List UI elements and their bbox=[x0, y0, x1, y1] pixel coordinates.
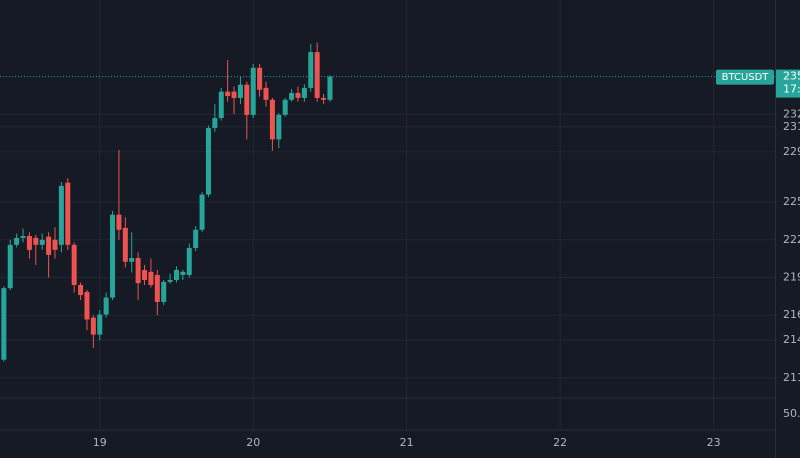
candle-body bbox=[46, 236, 52, 255]
y-tick-label: 216 bbox=[783, 308, 800, 321]
y-tick-label: 214 bbox=[783, 333, 800, 346]
candle-body bbox=[20, 236, 26, 238]
y-tick-label: 219 bbox=[783, 270, 800, 283]
candle-body bbox=[84, 291, 90, 320]
candle-body bbox=[314, 52, 320, 98]
x-tick-label: 22 bbox=[553, 436, 567, 449]
y-tick-label: 222 bbox=[783, 233, 800, 246]
candle-body bbox=[295, 92, 301, 98]
price-badge bbox=[776, 69, 800, 98]
candle-body bbox=[129, 258, 135, 262]
candle-body bbox=[205, 128, 211, 195]
candle-body bbox=[257, 67, 263, 90]
candle-body bbox=[276, 114, 282, 140]
candle-body bbox=[199, 194, 205, 230]
candle-body bbox=[14, 237, 20, 245]
candle-body bbox=[26, 236, 32, 250]
candle-body bbox=[161, 281, 167, 302]
candle-body bbox=[225, 91, 231, 97]
symbol-badge bbox=[716, 69, 774, 85]
candle-body bbox=[173, 269, 179, 280]
x-tick-label: 20 bbox=[246, 436, 260, 449]
candle-body bbox=[244, 84, 250, 115]
candle-body bbox=[90, 317, 96, 335]
candle-body bbox=[308, 52, 314, 88]
candle-body bbox=[167, 279, 173, 282]
volume-tick-label: 50. bbox=[783, 407, 800, 420]
candle-body bbox=[1, 288, 7, 360]
candle-body bbox=[154, 274, 160, 302]
candle-body bbox=[237, 84, 243, 98]
candle-body bbox=[142, 269, 148, 280]
x-tick-label: 19 bbox=[93, 436, 107, 449]
candle-body bbox=[116, 214, 122, 230]
candle-body bbox=[231, 91, 237, 98]
candle-body bbox=[301, 87, 307, 98]
candle-body bbox=[282, 99, 288, 115]
candle-body bbox=[218, 91, 224, 119]
symbol-label: BTCUSDT bbox=[722, 72, 770, 83]
candle-body bbox=[122, 227, 128, 262]
candle-body bbox=[321, 97, 327, 100]
candle-body bbox=[269, 99, 275, 140]
countdown-label: 17: bbox=[783, 83, 800, 96]
candle-body bbox=[148, 271, 154, 286]
last-price-label: 235 bbox=[783, 70, 800, 83]
candle-body bbox=[78, 285, 84, 296]
x-tick-label: 23 bbox=[707, 436, 721, 449]
y-tick-label: 231 bbox=[783, 120, 800, 133]
candle-body bbox=[7, 244, 13, 289]
candle-body bbox=[289, 92, 295, 100]
candle-body bbox=[110, 214, 116, 298]
candle-body bbox=[263, 87, 269, 100]
candle-body bbox=[65, 182, 71, 245]
candle-body bbox=[97, 314, 103, 335]
y-tick-label: 229 bbox=[783, 145, 800, 158]
candle-body bbox=[327, 76, 333, 100]
candle-body bbox=[135, 258, 141, 284]
candle-body bbox=[71, 244, 77, 286]
candle-body bbox=[52, 239, 58, 250]
y-tick-label: 211 bbox=[783, 371, 800, 384]
candle-body bbox=[250, 67, 256, 115]
candle-body bbox=[103, 297, 109, 315]
x-tick-label: 21 bbox=[400, 436, 414, 449]
candle-body bbox=[180, 271, 186, 275]
candle-body bbox=[58, 185, 64, 245]
candle-body bbox=[186, 247, 192, 275]
candle-body bbox=[212, 118, 218, 129]
candle-body bbox=[39, 239, 45, 245]
candle-body bbox=[33, 237, 39, 245]
y-tick-label: 225 bbox=[783, 195, 800, 208]
y-tick-label: 232 bbox=[783, 107, 800, 120]
candle-body bbox=[193, 229, 199, 248]
